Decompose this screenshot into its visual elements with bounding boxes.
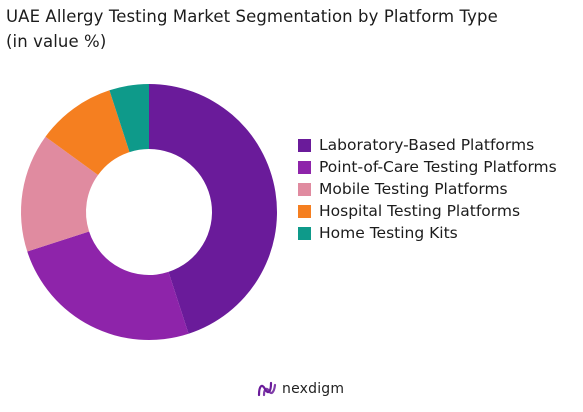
legend-item: Home Testing Kits <box>298 222 580 244</box>
legend-item: Hospital Testing Platforms <box>298 200 580 222</box>
legend-label: Hospital Testing Platforms <box>319 202 521 220</box>
legend-swatch <box>298 205 311 218</box>
donut-slice-hospital-testing-platforms <box>45 90 130 175</box>
nexdigm-logo-icon <box>257 381 277 397</box>
legend-label: Laboratory-Based Platforms <box>319 136 535 154</box>
legend-swatch <box>298 161 311 174</box>
legend-swatch <box>298 139 311 152</box>
legend-label: Home Testing Kits <box>319 224 458 242</box>
donut-chart <box>21 84 277 340</box>
legend-label: Mobile Testing Platforms <box>319 180 508 198</box>
donut-slice-laboratory-based-platforms <box>149 84 277 334</box>
nexdigm-logo: nexdigm <box>256 380 344 398</box>
legend-item: Mobile Testing Platforms <box>298 178 580 200</box>
legend-swatch <box>298 227 311 240</box>
chart-legend: Laboratory-Based Platforms Point-of-Care … <box>298 134 580 244</box>
legend-swatch <box>298 183 311 196</box>
donut-slice-point-of-care-testing-platforms <box>27 231 189 340</box>
legend-item: Point-of-Care Testing Platforms <box>298 156 580 178</box>
chart-title-line-1: UAE Allergy Testing Market Segmentation … <box>6 7 498 26</box>
legend-label: Point-of-Care Testing Platforms <box>319 158 557 176</box>
chart-title: UAE Allergy Testing Market Segmentation … <box>6 4 578 54</box>
donut-slice-mobile-testing-platforms <box>21 136 99 252</box>
nexdigm-logo-text: nexdigm <box>282 381 345 397</box>
legend-item: Laboratory-Based Platforms <box>298 134 580 156</box>
donut-slice-home-testing-kits <box>109 84 149 153</box>
chart-title-line-2: (in value %) <box>6 32 107 51</box>
